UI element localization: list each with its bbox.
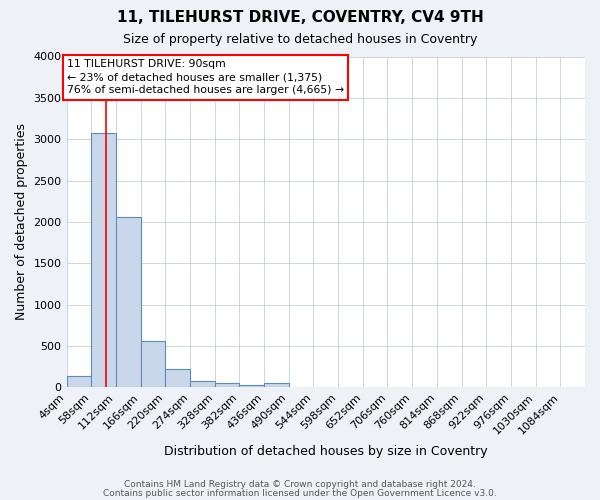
- Bar: [67, 376, 91, 388]
- Text: Size of property relative to detached houses in Coventry: Size of property relative to detached ho…: [123, 32, 477, 46]
- Bar: [165, 369, 190, 388]
- Bar: [91, 134, 116, 388]
- Bar: [215, 384, 239, 388]
- Bar: [264, 384, 289, 388]
- Text: Contains HM Land Registry data © Crown copyright and database right 2024.: Contains HM Land Registry data © Crown c…: [124, 480, 476, 489]
- Y-axis label: Number of detached properties: Number of detached properties: [15, 124, 28, 320]
- Bar: [239, 384, 264, 388]
- Text: 11 TILEHURST DRIVE: 90sqm
← 23% of detached houses are smaller (1,375)
76% of se: 11 TILEHURST DRIVE: 90sqm ← 23% of detac…: [67, 59, 344, 96]
- Bar: [140, 340, 165, 388]
- X-axis label: Distribution of detached houses by size in Coventry: Distribution of detached houses by size …: [164, 444, 488, 458]
- Text: Contains public sector information licensed under the Open Government Licence v3: Contains public sector information licen…: [103, 489, 497, 498]
- Bar: [190, 382, 215, 388]
- Bar: [116, 217, 140, 388]
- Text: 11, TILEHURST DRIVE, COVENTRY, CV4 9TH: 11, TILEHURST DRIVE, COVENTRY, CV4 9TH: [116, 10, 484, 25]
